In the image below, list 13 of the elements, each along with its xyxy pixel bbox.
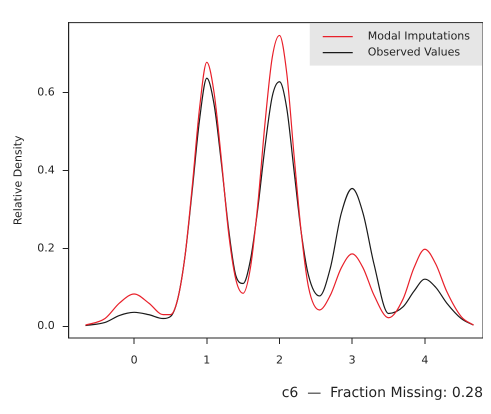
x-tick-label: 0: [130, 353, 138, 366]
legend-label: Observed Values: [368, 45, 460, 58]
y-axis-title: Relative Density: [11, 134, 24, 226]
y-tick-label: 0.0: [37, 319, 55, 332]
x-tick-label: 4: [421, 353, 428, 366]
legend-label: Modal Imputations: [368, 29, 470, 42]
x-tick-label: 1: [203, 353, 210, 366]
y-tick-label: 0.2: [37, 241, 55, 254]
x-tick-label: 2: [276, 353, 283, 366]
x-tick-label: 3: [348, 353, 356, 366]
y-tick-label: 0.6: [37, 86, 55, 99]
y-tick-label: 0.4: [37, 163, 55, 176]
x-axis-title: c6 — Fraction Missing: 0.28: [282, 385, 483, 402]
